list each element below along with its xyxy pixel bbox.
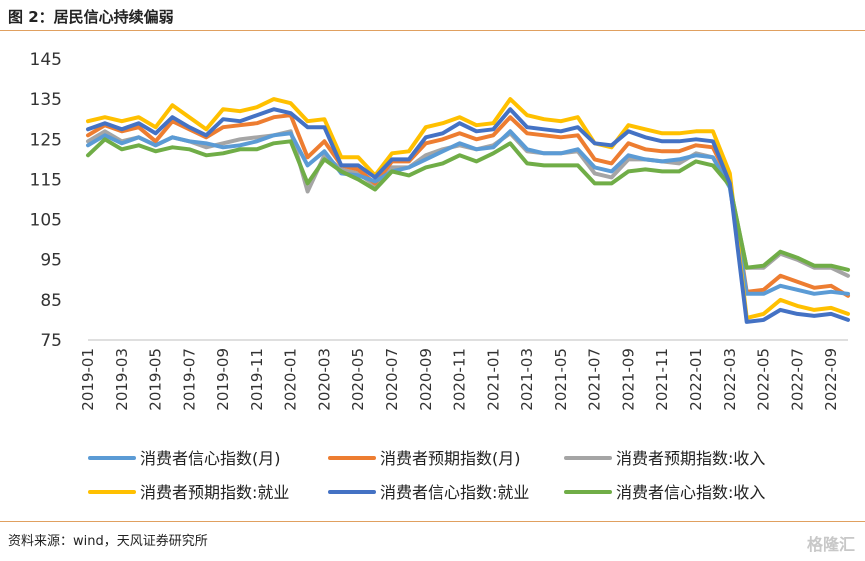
- y-axis: 75 85 95 105 115 125 135 145: [30, 50, 62, 351]
- x-tick-label: 2019-07: [180, 348, 198, 411]
- legend-label: 消费者预期指数:就业: [140, 483, 289, 502]
- y-tick-label: 115: [30, 170, 62, 190]
- legend-label: 消费者信心指数:收入: [616, 483, 765, 502]
- series-line: [86, 137, 850, 272]
- x-axis: 2019-01 2019-03 2019-05 2019-07 2019-09 2019-…: [79, 339, 848, 411]
- x-tick-label: 2021-01: [484, 348, 502, 411]
- y-tick-label: 135: [30, 90, 62, 110]
- source-note: 资料来源：wind，天风证券研究所: [8, 534, 208, 549]
- x-tick-label: 2020-01: [282, 348, 300, 411]
- series-line: [86, 107, 850, 324]
- x-tick-label: 2022-09: [822, 348, 840, 411]
- x-tick-label: 2019-05: [147, 348, 165, 411]
- x-tick-label: 2022-01: [687, 348, 705, 411]
- x-tick-label: 2020-09: [417, 348, 435, 411]
- legend-label: 消费者信心指数:就业: [380, 483, 529, 502]
- y-tick-label: 85: [40, 291, 62, 311]
- y-tick-label: 95: [40, 251, 62, 271]
- x-tick-label: 2022-05: [755, 348, 773, 411]
- x-tick-label: 2020-07: [383, 348, 401, 411]
- x-tick-label: 2020-05: [349, 348, 367, 411]
- x-tick-label: 2022-03: [721, 348, 739, 411]
- x-tick-label: 2021-07: [586, 348, 604, 411]
- series-lines: [86, 97, 850, 324]
- x-tick-label: 2019-11: [248, 348, 266, 411]
- legend-label: 消费者预期指数(月): [380, 449, 521, 468]
- y-tick-label: 125: [30, 130, 62, 150]
- y-tick-label: 145: [30, 50, 62, 70]
- legend-label: 消费者预期指数:收入: [616, 449, 765, 468]
- watermark-logo: 格隆汇: [806, 535, 855, 554]
- x-tick-label: 2020-11: [451, 348, 469, 411]
- y-tick-label: 105: [30, 211, 62, 231]
- bottom-rule: [0, 521, 865, 522]
- x-tick-label: 2019-01: [79, 348, 97, 411]
- x-tick-label: 2021-05: [552, 348, 570, 411]
- x-tick-label: 2021-09: [619, 348, 637, 411]
- chart-title: 图 2：居民信心持续偏弱: [8, 8, 174, 26]
- x-tick-label: 2022-07: [788, 348, 806, 411]
- legend-label: 消费者信心指数(月): [140, 449, 281, 468]
- x-tick-label: 2020-03: [315, 348, 333, 411]
- x-tick-label: 2021-03: [518, 348, 536, 411]
- series-line: [86, 97, 850, 320]
- x-tick-label: 2019-09: [214, 348, 232, 411]
- y-tick-label: 75: [40, 331, 62, 351]
- x-tick-label: 2021-11: [653, 348, 671, 411]
- legend: 消费者信心指数(月) 消费者预期指数(月) 消费者预期指数:收入消费者预期指数:就业…: [88, 449, 765, 502]
- top-rule: [0, 30, 865, 31]
- x-tick-label: 2019-03: [113, 348, 131, 411]
